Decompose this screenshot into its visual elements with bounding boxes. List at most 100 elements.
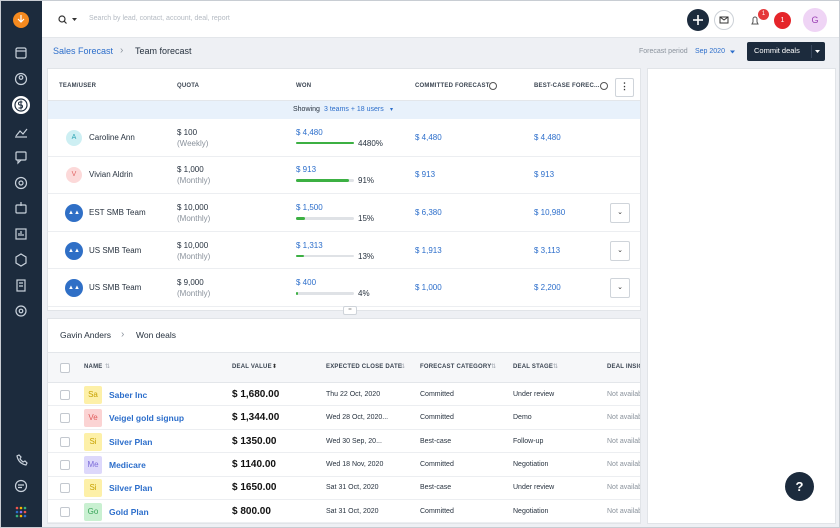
deal-value: $ 1140.00: [232, 458, 276, 470]
row-checkbox[interactable]: [60, 413, 70, 424]
showing-bar: [48, 101, 640, 119]
row-expand-button[interactable]: ⌄: [610, 278, 630, 299]
column-header[interactable]: DEAL STAGE: [513, 364, 554, 370]
column-header[interactable]: DEAL INSIGHTS: [607, 364, 640, 370]
deal-tag: Me: [84, 455, 102, 474]
best-case[interactable]: $ 10,980: [534, 208, 566, 217]
deal-value: $ 800.00: [232, 505, 271, 517]
mail-icon: [719, 16, 729, 24]
won-amount[interactable]: $ 1,313: [296, 240, 323, 250]
won-percent: 91%: [358, 176, 375, 186]
quota: $ 9,000: [177, 278, 204, 288]
forecast-category: Best-case: [420, 437, 452, 445]
more-button[interactable]: ⋮: [615, 78, 634, 97]
committed[interactable]: $ 4,480: [415, 132, 442, 142]
column-header[interactable]: DEAL VALUE: [232, 364, 272, 370]
deal-name[interactable]: Silver Plan: [109, 483, 153, 494]
progress-fill: [296, 254, 304, 258]
deal-stage: Under review: [513, 390, 555, 398]
resize-handle[interactable]: =: [343, 306, 357, 315]
table-row: [48, 232, 640, 270]
forecast-category: Committed: [420, 414, 454, 422]
won-percent: 4%: [358, 289, 370, 299]
best-case[interactable]: $ 913: [534, 170, 555, 180]
row-checkbox[interactable]: [60, 506, 70, 517]
alert-count[interactable]: 1: [774, 12, 791, 29]
close-date: Wed 30 Sep, 20...: [326, 437, 382, 445]
column-header[interactable]: NAME: [84, 364, 103, 370]
deal-name[interactable]: Silver Plan: [109, 436, 153, 447]
user-avatar: V: [66, 167, 82, 184]
deal-insight: Not available: [607, 460, 640, 468]
deal-row: [48, 477, 640, 500]
commit-caret[interactable]: [811, 42, 825, 61]
period-caret: [730, 50, 735, 54]
deals-header: [48, 352, 640, 383]
deal-name[interactable]: Saber Inc: [109, 389, 148, 400]
won-amount[interactable]: $ 4,480: [296, 127, 323, 137]
deal-name[interactable]: Gold Plan: [109, 506, 149, 517]
commit-button[interactable]: [747, 42, 825, 61]
breadcrumb-current: Team forecast: [135, 46, 192, 56]
table-row: [48, 157, 640, 195]
committed[interactable]: $ 1,913: [415, 245, 442, 255]
column-header[interactable]: FORECAST CATEGORY: [420, 364, 492, 370]
deal-tag: Go: [84, 502, 102, 521]
panel-breadcrumb-separator: ›: [121, 329, 125, 340]
committed[interactable]: $ 1,000: [415, 283, 442, 293]
forecast-period-label: Forecast period: [639, 48, 688, 55]
sort-icon: ⇅: [105, 364, 111, 370]
best-case[interactable]: $ 2,200: [534, 283, 561, 293]
user-avatar[interactable]: G: [803, 8, 827, 32]
deal-value: $ 1,344.00: [232, 412, 280, 424]
row-checkbox[interactable]: [60, 483, 70, 494]
deal-name[interactable]: Medicare: [109, 459, 146, 470]
close-date: Sat 31 Oct, 2020: [326, 484, 379, 492]
column-header: WON: [296, 83, 312, 89]
search-input[interactable]: Search by lead, contact, account, deal, …: [89, 15, 230, 22]
right-panel: [647, 68, 836, 524]
close-date: Sat 31 Oct, 2020: [326, 507, 379, 515]
commit-button-label: Commit deals: [754, 46, 800, 55]
forecast-category: Best-case: [420, 484, 452, 492]
sort-icon: ⇅: [491, 364, 497, 370]
progress-track: [296, 292, 354, 295]
committed[interactable]: $ 913: [415, 170, 436, 180]
table-header: [48, 69, 640, 101]
quota: $ 100: [177, 127, 198, 137]
help-button[interactable]: ?: [785, 472, 814, 501]
row-expand-button[interactable]: ⌄: [610, 240, 630, 261]
member-name: EST SMB Team: [89, 208, 146, 217]
column-header: TEAM/USER: [59, 83, 97, 89]
panel-breadcrumb-current: Won deals: [136, 330, 177, 340]
select-all-checkbox[interactable]: [60, 363, 70, 373]
won-amount[interactable]: $ 913: [296, 165, 317, 175]
forecast-period-value[interactable]: Sep 2020: [695, 48, 725, 55]
won-amount[interactable]: $ 1,500: [296, 203, 323, 212]
column-header[interactable]: EXPECTED CLOSE DATE: [326, 364, 403, 370]
breadcrumb-parent[interactable]: Sales Forecast: [53, 46, 114, 56]
committed[interactable]: $ 6,380: [415, 208, 442, 217]
deal-row: [48, 430, 640, 454]
search-icon[interactable]: [57, 14, 81, 26]
showing-caret: ▾: [390, 107, 394, 113]
row-checkbox[interactable]: [60, 389, 70, 400]
quota: $ 1,000: [177, 165, 204, 175]
forecast-category: Committed: [420, 507, 454, 515]
row-expand-button[interactable]: ⌄: [610, 203, 630, 223]
row-checkbox[interactable]: [60, 459, 70, 470]
row-checkbox[interactable]: [60, 436, 70, 447]
best-case[interactable]: $ 4,480: [534, 132, 561, 142]
showing-link[interactable]: 3 teams + 18 users: [324, 106, 384, 113]
sort-icon: ⇅: [553, 364, 559, 370]
close-date: Wed 18 Nov, 2020: [326, 460, 384, 468]
bell-icon[interactable]: [745, 10, 765, 30]
deal-tag: Si: [84, 479, 102, 498]
team-avatar: ▲▲: [65, 204, 83, 222]
won-amount[interactable]: $ 400: [296, 278, 317, 288]
best-case[interactable]: $ 3,113: [534, 245, 561, 255]
deal-name[interactable]: Veigel gold signup: [109, 413, 185, 424]
deal-stage: Under review: [513, 484, 555, 492]
deal-row: [48, 406, 640, 430]
